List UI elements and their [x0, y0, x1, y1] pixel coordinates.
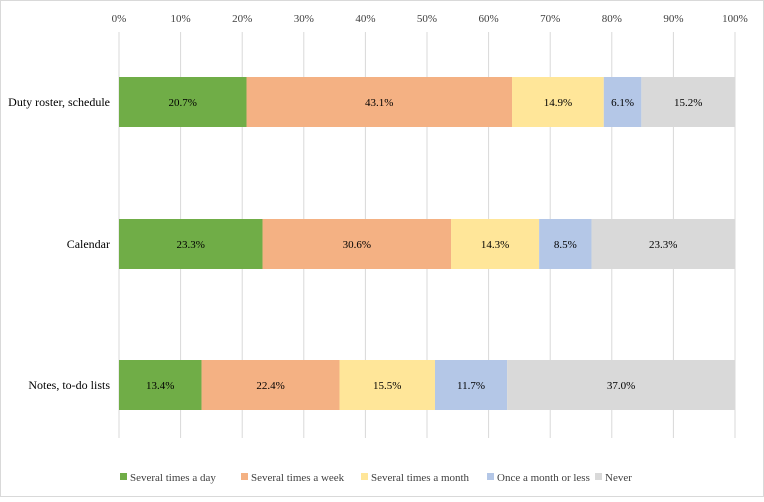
bar-segments	[119, 77, 735, 410]
legend-label: Several times a day	[130, 472, 216, 484]
category-labels: Duty roster, schedule Calendar Notes, to-d…	[8, 95, 110, 392]
legend-swatch	[361, 473, 368, 480]
bar-segment	[641, 77, 735, 127]
legend-swatch	[595, 473, 602, 480]
x-axis-tick-labels: 0% 10% 20% 30% 40% 50% 60% 70% 80% 90% 100%	[112, 13, 748, 25]
x-tick-label: 70%	[540, 13, 560, 25]
bar-segment	[539, 219, 592, 269]
x-tick-label: 60%	[479, 13, 499, 25]
category-label: Notes, to-do lists	[28, 378, 110, 392]
data-label: 20.7%	[169, 97, 197, 109]
legend-label: Several times a month	[371, 472, 470, 484]
data-label: 22.4%	[256, 380, 284, 392]
data-label: 14.9%	[544, 97, 572, 109]
x-tick-label: 90%	[663, 13, 683, 25]
data-label: 15.2%	[674, 97, 702, 109]
bar-segment	[201, 360, 340, 410]
data-label: 23.3%	[649, 239, 677, 251]
x-tick-label: 50%	[417, 13, 437, 25]
bar-segment	[512, 77, 604, 127]
data-labels: 20.7% 43.1% 14.9% 6.1% 15.2% 23.3% 30.6% 14.3% 8…	[146, 97, 702, 392]
x-tick-label: 10%	[171, 13, 191, 25]
category-label: Calendar	[67, 237, 110, 251]
data-label: 11.7%	[457, 380, 485, 392]
data-label: 14.3%	[481, 239, 509, 251]
data-label: 37.0%	[607, 380, 635, 392]
bar-segment	[591, 219, 735, 269]
bar-segment	[119, 219, 263, 269]
x-tick-label: 100%	[722, 13, 748, 25]
x-tick-label: 0%	[112, 13, 127, 25]
x-tick-label: 40%	[355, 13, 375, 25]
bar-segment	[451, 219, 540, 269]
data-label: 13.4%	[146, 380, 174, 392]
legend-swatch	[120, 473, 127, 480]
bar-segment	[435, 360, 508, 410]
data-label: 23.3%	[177, 239, 205, 251]
x-tick-label: 80%	[602, 13, 622, 25]
legend: Several times a day Several times a week S…	[120, 472, 632, 484]
data-label: 30.6%	[343, 239, 371, 251]
bar-segment	[119, 77, 247, 127]
data-label: 8.5%	[554, 239, 577, 251]
legend-label: Several times a week	[251, 472, 345, 484]
legend-label: Once a month or less	[497, 472, 590, 484]
bar-segment	[507, 360, 735, 410]
bar-segment	[246, 77, 513, 127]
x-tick-label: 30%	[294, 13, 314, 25]
legend-swatch	[241, 473, 248, 480]
category-label: Duty roster, schedule	[8, 95, 110, 109]
bar-segment	[262, 219, 452, 269]
bar-segment	[339, 360, 436, 410]
data-label: 6.1%	[611, 97, 634, 109]
legend-label: Never	[605, 472, 632, 484]
data-label: 15.5%	[373, 380, 401, 392]
data-label: 43.1%	[365, 97, 393, 109]
bar-segment	[119, 360, 202, 410]
x-tick-label: 20%	[232, 13, 252, 25]
bar-segment	[603, 77, 642, 127]
legend-swatch	[487, 473, 494, 480]
